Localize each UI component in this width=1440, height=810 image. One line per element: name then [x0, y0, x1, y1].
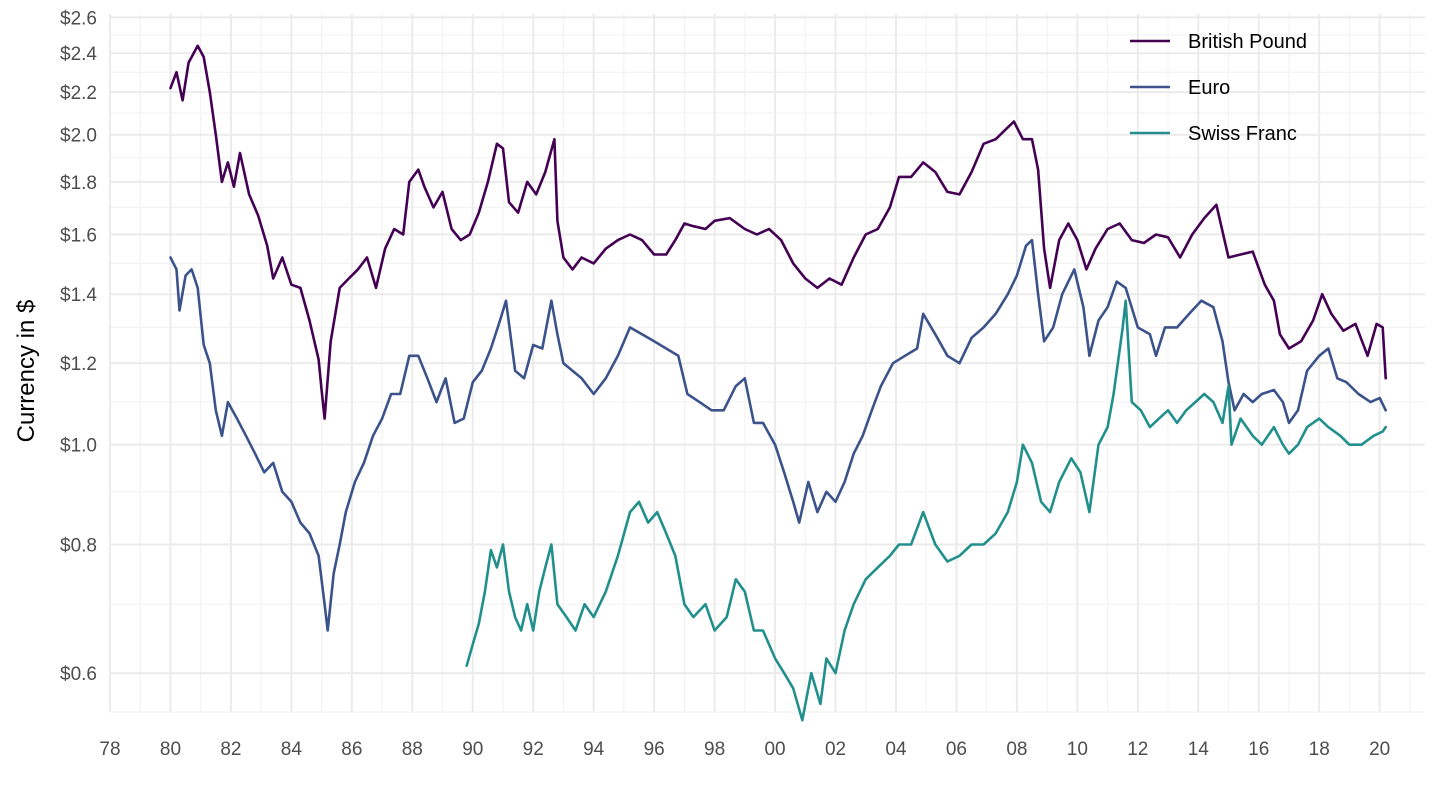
x-tick-label: 78 [99, 739, 120, 760]
y-tick-label: $1.0 [60, 436, 97, 457]
series-line-euro [169, 238, 1387, 632]
x-tick-label: 16 [1248, 739, 1269, 760]
x-tick-label: 92 [523, 739, 544, 760]
y-tick-label: $1.4 [60, 285, 97, 306]
series-lines [169, 44, 1387, 722]
x-tick-label: 02 [825, 739, 846, 760]
series-line-swiss-franc [465, 299, 1387, 722]
x-tick-label: 94 [583, 739, 605, 760]
x-tick-label: 84 [281, 739, 303, 760]
y-tick-label: $2.4 [60, 44, 97, 65]
y-tick-label: $1.6 [60, 226, 97, 247]
legend-label: Swiss Franc [1188, 123, 1297, 145]
x-tick-label: 14 [1188, 739, 1210, 760]
series-line-british-pound [169, 44, 1387, 420]
y-axis-tick-labels: $0.6 $0.8 $1.0 $1.2 $1.4 $1.6 $1.8 $2.0 $2.2 $2.4… [60, 8, 97, 685]
legend: British Pound Euro Swiss Franc [1130, 31, 1307, 145]
y-tick-label: $1.8 [60, 173, 97, 194]
y-tick-label: $2.0 [60, 126, 97, 147]
x-tick-label: 90 [462, 739, 483, 760]
y-tick-label: $0.8 [60, 535, 97, 556]
x-tick-label: 08 [1006, 739, 1027, 760]
legend-label: Euro [1188, 77, 1230, 99]
x-tick-label: 82 [220, 739, 241, 760]
y-tick-label: $2.2 [60, 83, 97, 104]
x-tick-label: 06 [946, 739, 967, 760]
x-tick-label: 80 [160, 739, 181, 760]
major-gridlines [109, 14, 1425, 712]
x-tick-label: 20 [1369, 739, 1390, 760]
x-tick-label: 04 [885, 739, 907, 760]
x-tick-label: 12 [1127, 739, 1148, 760]
x-tick-label: 86 [341, 739, 362, 760]
legend-label: British Pound [1188, 31, 1307, 53]
x-tick-label: 00 [764, 739, 785, 760]
y-axis-title: Currency in $ [13, 300, 40, 443]
y-tick-label: $0.6 [60, 664, 97, 685]
y-tick-label: $2.6 [60, 8, 97, 29]
x-tick-label: 96 [644, 739, 665, 760]
x-tick-label: 88 [402, 739, 423, 760]
x-tick-label: 18 [1309, 739, 1330, 760]
x-tick-label: 98 [704, 739, 725, 760]
x-tick-label: 10 [1067, 739, 1088, 760]
y-tick-label: $1.2 [60, 354, 97, 375]
x-axis-tick-labels: 78 80 82 84 86 88 90 92 94 96 98 00 02 04 06 08 10 12 14 16… [99, 739, 1390, 760]
